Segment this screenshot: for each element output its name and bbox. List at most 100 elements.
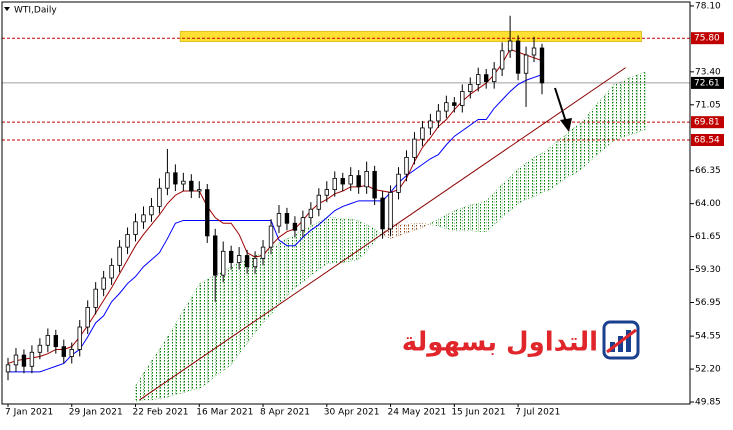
candle-body	[61, 346, 66, 357]
candle-body	[220, 250, 226, 276]
ichimoku-cloud	[302, 225, 312, 283]
ichimoku-cloud	[573, 121, 583, 175]
watermark-text: التداول بسهولة	[402, 328, 598, 358]
y-tick-label: 78.10	[695, 1, 721, 11]
level-label-box	[691, 116, 724, 129]
candle-body	[348, 175, 353, 185]
ichimoku-cloud	[446, 210, 455, 231]
candle-body	[380, 197, 385, 230]
x-tick-label: 30 Apr 2021	[324, 408, 380, 418]
y-tick-label: 64.00	[695, 199, 721, 209]
ichimoku-cloud	[222, 266, 232, 371]
ichimoku-cloud	[175, 309, 184, 395]
ichimoku-cloud	[621, 77, 630, 139]
ichimoku-cloud	[517, 162, 527, 204]
candle-body	[476, 74, 481, 85]
logo-bar	[626, 330, 631, 352]
candle-body	[29, 351, 35, 367]
candle-body	[117, 246, 122, 266]
x-tick-label: 15 Jun 2021	[451, 408, 505, 418]
candle-body	[260, 246, 266, 259]
y-tick-label: 61.65	[695, 232, 721, 242]
candle-body	[125, 234, 130, 248]
ichimoku-cloud	[605, 83, 614, 148]
ichimoku-cloud	[470, 203, 479, 232]
candle-body	[37, 344, 43, 353]
x-tick-label: 8 Apr 2021	[260, 408, 310, 418]
last-price-box	[691, 76, 724, 89]
candle-body	[181, 180, 186, 185]
ichimoku-cloud	[270, 242, 280, 315]
arrow-shaft	[554, 87, 567, 123]
y-tick-label: 66.35	[695, 166, 721, 176]
ichimoku-cloud	[358, 220, 367, 261]
candle-body	[213, 235, 218, 276]
chart-title: WTI,Daily	[14, 6, 57, 16]
level-label: 75.80	[694, 34, 720, 44]
candle-body	[69, 349, 74, 357]
candle-body	[300, 217, 306, 231]
candle-body	[252, 257, 258, 268]
ichimoku-cloud	[246, 255, 256, 345]
candle-body	[45, 335, 51, 346]
ichimoku-cloud	[629, 74, 638, 136]
ichimoku-cloud	[541, 147, 551, 193]
candle-body	[356, 175, 361, 188]
ichimoku-cloud	[191, 282, 200, 391]
ichimoku-cloud	[486, 191, 495, 233]
ichimoku-cloud	[215, 270, 224, 377]
candle-body	[372, 170, 377, 199]
candle-body	[189, 180, 194, 192]
candle-body	[21, 354, 27, 367]
ichimoku-cloud	[565, 127, 575, 179]
ichimoku-cloud	[135, 372, 144, 402]
candle-body	[157, 187, 162, 207]
ichimoku-cloud	[318, 217, 327, 270]
x-tick-label: 16 Mar 2021	[196, 408, 253, 418]
ichimoku-cloud	[430, 218, 439, 227]
ichimoku-cloud	[637, 71, 646, 133]
logo-frame	[602, 320, 640, 360]
candle-body	[101, 277, 106, 290]
candle-body	[149, 206, 154, 216]
ichimoku-cloud	[613, 81, 622, 141]
ichimoku-cloud	[549, 140, 559, 191]
candle-body	[460, 91, 465, 106]
price-axis: 78.10 73.40 71.05 66.35 64.00 61.65 59.30 56.95…	[690, 1, 724, 408]
candle-body	[531, 47, 537, 56]
plot-area	[2, 15, 690, 402]
kijun-line	[8, 74, 543, 373]
y-tick-label: 73.40	[695, 67, 721, 77]
x-tick-label: 29 Jan 2021	[69, 408, 123, 418]
ichimoku-cloud	[342, 218, 351, 263]
candle-body	[284, 213, 290, 224]
candle-body	[436, 110, 441, 122]
menu-triangle[interactable]	[4, 7, 10, 11]
candle-body	[491, 68, 497, 83]
ichimoku-cloud	[183, 296, 192, 394]
candle-body	[5, 364, 11, 373]
ichimoku-cloud	[278, 238, 288, 306]
candle-body	[173, 172, 178, 185]
level-label-box	[691, 32, 724, 45]
level-label-box	[691, 133, 724, 146]
ichimoku-cloud	[581, 111, 591, 170]
y-tick-label: 56.95	[695, 298, 721, 308]
ichimoku-cloud	[326, 217, 335, 265]
candle-body	[77, 326, 82, 350]
candle-body	[468, 84, 473, 92]
candle-body	[396, 173, 401, 193]
candle-body	[236, 255, 242, 263]
ichimoku-cloud	[462, 204, 471, 231]
x-tick-label: 22 Feb 2021	[133, 408, 189, 418]
arrow-annotation	[554, 87, 572, 132]
candle-body	[93, 288, 98, 308]
last-price-label: 72.61	[694, 78, 720, 88]
logo-arrow	[606, 328, 637, 354]
candle-body	[340, 178, 345, 185]
candle-body	[332, 178, 337, 191]
ichimoku-cloud	[398, 224, 407, 237]
candle-body	[428, 120, 433, 129]
ichimoku-cloud	[597, 93, 606, 156]
